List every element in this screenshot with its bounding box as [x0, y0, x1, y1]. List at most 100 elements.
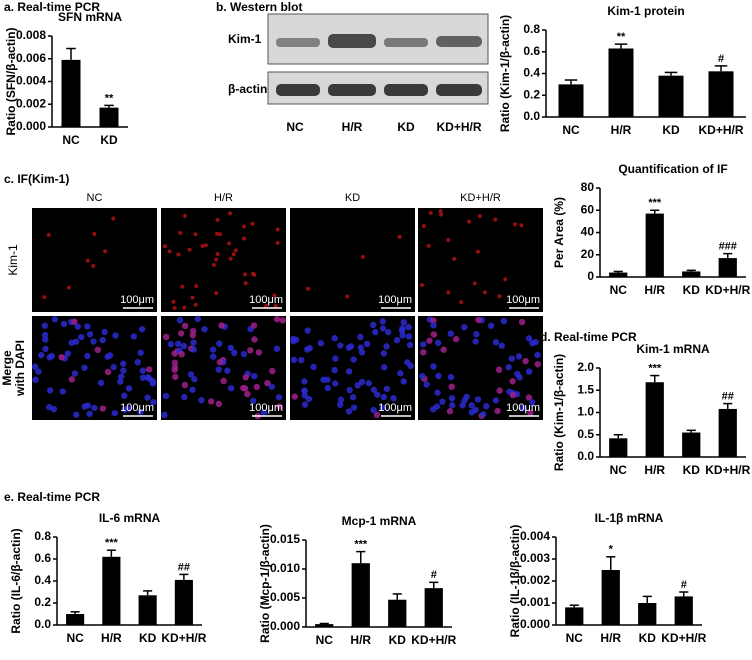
y-tick-label: 0.000: [520, 617, 550, 631]
cell: [522, 357, 529, 365]
cell: [193, 302, 198, 307]
cell: [297, 356, 305, 364]
cell: [509, 391, 517, 399]
y-tick-label: 0.002: [16, 96, 46, 110]
cell: [162, 333, 170, 341]
x-tick-label: KD: [683, 463, 701, 477]
chart-title: Mcp-1 mRNA: [342, 514, 417, 528]
y-axis-label: Per Area (%): [552, 197, 566, 268]
blot-row-label: β-actin: [228, 82, 267, 96]
significance-label: ##: [722, 391, 734, 403]
x-tick-label: H/R: [350, 633, 371, 647]
cell: [73, 411, 80, 418]
y-tick-label: 2.0: [577, 360, 594, 374]
cell: [360, 254, 365, 259]
cell: [215, 252, 220, 257]
y-tick-label: 0.0: [523, 109, 540, 123]
bar: [61, 59, 81, 128]
cell: [446, 408, 454, 415]
y-axis-label: Ratio (Kim-1/β-actin): [552, 354, 566, 471]
cell: [350, 404, 358, 411]
cell: [397, 234, 402, 239]
bar: [658, 75, 684, 117]
if-column-label: NC: [87, 192, 103, 204]
cell: [139, 374, 147, 381]
cell: [426, 243, 431, 248]
cell: [380, 350, 388, 357]
cell: [120, 367, 127, 374]
cell: [149, 380, 157, 387]
scale-bar-label: 100μm: [120, 402, 154, 414]
x-tick-label: H/R: [644, 463, 665, 477]
x-tick-label: H/R: [644, 283, 665, 297]
cell: [171, 364, 179, 371]
cell: [493, 217, 498, 222]
cell: [81, 403, 88, 410]
cell: [42, 345, 49, 353]
cell: [496, 387, 503, 394]
cell: [468, 409, 476, 416]
y-tick-label: 0.005: [270, 590, 300, 604]
if-column-label: KD+H/R: [460, 192, 501, 204]
cell: [180, 342, 188, 350]
cell: [242, 374, 249, 381]
bar: [66, 614, 85, 625]
bar: [609, 438, 628, 457]
cell: [365, 379, 372, 387]
y-tick-label: 0.000: [16, 119, 46, 133]
bar: [718, 408, 737, 457]
bar: [682, 432, 701, 457]
cell: [461, 324, 468, 331]
cell: [227, 344, 235, 352]
cell: [227, 384, 235, 392]
cell: [275, 227, 280, 232]
scale-bar-label: 100μm: [506, 402, 540, 414]
if-column-label: KD: [345, 192, 360, 204]
cell: [419, 341, 427, 348]
cell: [150, 398, 157, 406]
x-tick-label: H/R: [611, 123, 632, 137]
cell: [306, 344, 313, 352]
cell: [214, 291, 219, 296]
cell: [433, 403, 441, 410]
cell: [178, 230, 183, 235]
y-tick-label: 0.010: [270, 561, 300, 575]
cell: [452, 335, 460, 343]
cell: [41, 322, 49, 329]
cell: [529, 399, 536, 406]
cell: [112, 332, 119, 339]
y-tick-label: 60: [581, 202, 595, 216]
cell: [103, 249, 108, 254]
if-row-label: Merge: [0, 350, 14, 386]
significance-label: #: [681, 579, 687, 591]
cell: [46, 232, 51, 237]
bar: [102, 556, 121, 625]
cell: [191, 376, 198, 383]
chart-title: Kim-1 protein: [607, 4, 684, 18]
cell: [467, 219, 472, 224]
chart-title: Kim-1 mRNA: [636, 342, 710, 356]
y-tick-label: 0.0: [577, 449, 594, 463]
significance-label: ##: [178, 561, 190, 573]
significance-label: **: [105, 92, 114, 104]
cell: [214, 257, 219, 262]
cell: [420, 349, 427, 356]
cell: [420, 283, 425, 288]
cell: [161, 411, 168, 419]
cell: [240, 350, 248, 358]
cell: [218, 322, 225, 329]
cell: [337, 342, 344, 349]
panel-label: e. Real-time PCR: [4, 490, 100, 504]
cell: [181, 381, 189, 389]
cell: [201, 326, 208, 333]
cell: [397, 370, 404, 377]
bar: [315, 624, 334, 627]
cell: [250, 322, 258, 329]
cell: [393, 337, 401, 344]
y-tick-label: 0.000: [270, 619, 300, 633]
cell: [84, 352, 91, 360]
cell: [117, 373, 125, 380]
cell: [231, 349, 238, 357]
cell: [268, 383, 276, 390]
y-axis-label: Ratio (Kim-1/β-actin): [498, 15, 512, 132]
